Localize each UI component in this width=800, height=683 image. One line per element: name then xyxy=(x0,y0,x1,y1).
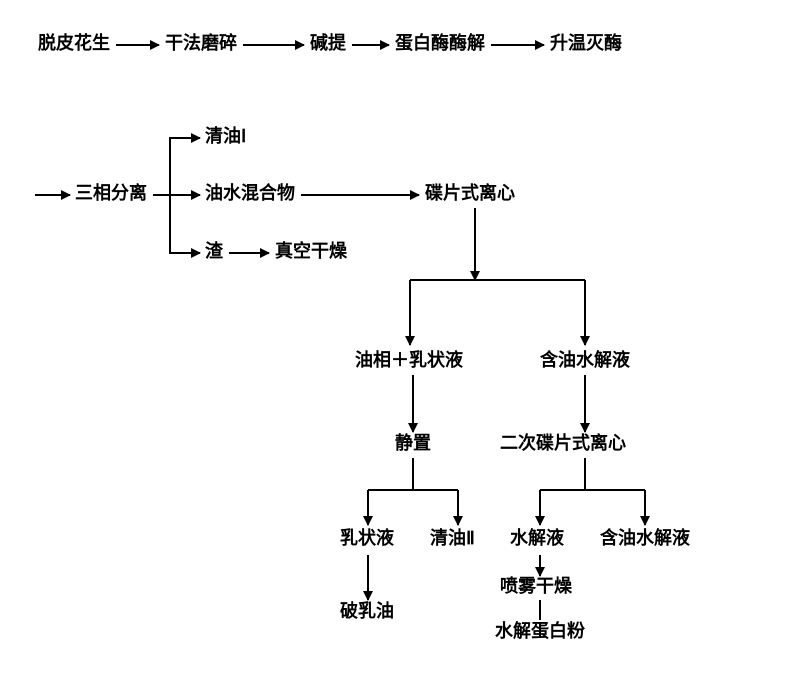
flow-node: 水解液 xyxy=(510,527,565,548)
flow-node: 二次碟片式离心 xyxy=(500,432,626,453)
flow-node: 蛋白酶酶解 xyxy=(395,32,485,53)
flow-node: 清油Ⅱ xyxy=(430,527,475,548)
flow-node: 清油Ⅰ xyxy=(205,125,246,146)
flow-node: 碟片式离心 xyxy=(425,182,515,203)
flow-edge xyxy=(153,195,200,253)
flow-node: 渣 xyxy=(205,240,224,261)
flow-node: 碱提 xyxy=(310,32,347,53)
flow-node: 脱皮花生 xyxy=(38,32,110,53)
flow-node: 乳状液 xyxy=(340,527,395,548)
flow-node: 三相分离 xyxy=(75,182,147,203)
flow-node: 油相＋乳状液 xyxy=(355,349,464,370)
flow-node: 真空干燥 xyxy=(275,240,348,261)
flow-node: 破乳油 xyxy=(340,600,394,621)
flow-node: 油水混合物 xyxy=(205,182,295,203)
flow-node: 静置 xyxy=(395,432,431,453)
flow-node: 含油水解液 xyxy=(540,349,631,370)
flow-edge xyxy=(153,138,200,195)
flow-node: 喷雾干燥 xyxy=(500,575,573,596)
flow-node: 干法磨碎 xyxy=(165,32,237,53)
flow-node: 水解蛋白粉 xyxy=(495,620,585,641)
flow-node: 含油水解液 xyxy=(600,527,691,548)
flow-node: 升温灭酶 xyxy=(550,32,622,53)
